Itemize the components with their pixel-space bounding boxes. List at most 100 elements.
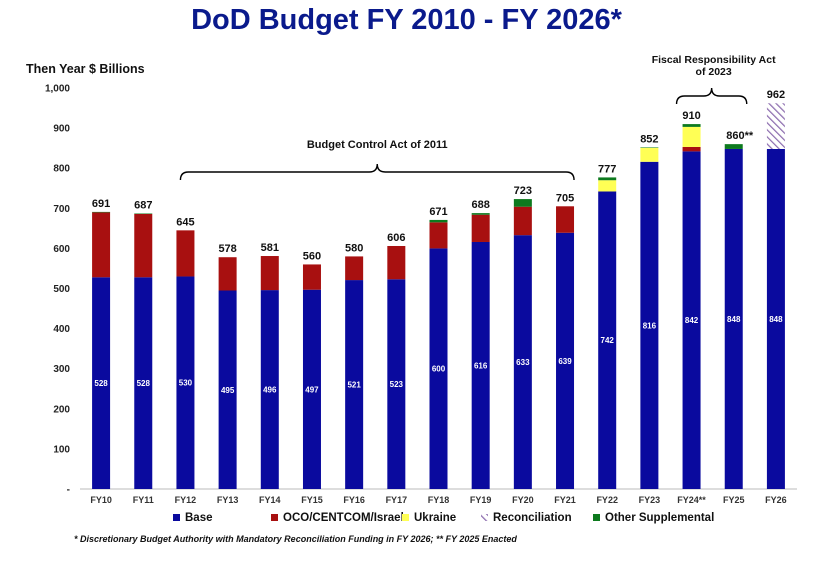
x-tick-label: FY22	[596, 495, 618, 505]
chart-title: DoD Budget FY 2010 - FY 2026*	[191, 4, 622, 36]
legend-label: Ukraine	[414, 512, 456, 524]
bar-base	[471, 241, 490, 489]
bar-oco-centcom-israel	[345, 256, 364, 281]
total-value-label: 910	[682, 110, 700, 122]
bar-oco-centcom-israel	[513, 206, 532, 236]
x-tick-label: FY15	[301, 495, 323, 505]
y-tick-label: 200	[53, 404, 70, 415]
bar-oco-centcom-israel	[92, 212, 111, 278]
bar-base	[218, 290, 237, 489]
total-value-label: 581	[261, 242, 279, 254]
bar-ukraine	[640, 147, 659, 162]
base-value-label: 496	[263, 386, 277, 395]
x-tick-label: FY21	[554, 495, 576, 505]
bar-base	[302, 289, 321, 489]
bar-oco-centcom-israel	[387, 245, 406, 280]
base-value-label: 521	[347, 381, 361, 390]
total-value-label: 578	[218, 243, 236, 255]
base-value-label: 528	[137, 379, 151, 388]
legend-swatch	[402, 514, 409, 521]
bar-oco-centcom-israel	[260, 256, 279, 291]
base-value-label: 523	[390, 380, 404, 389]
bar-oco-centcom-israel	[556, 206, 575, 233]
base-value-label: 600	[432, 365, 446, 374]
y-tick-label: 900	[53, 124, 70, 135]
x-tick-label: FY24**	[677, 495, 706, 505]
x-tick-label: FY25	[723, 495, 745, 505]
bar-base	[429, 248, 448, 489]
legend-swatch	[271, 514, 278, 521]
base-value-label: 497	[305, 385, 319, 394]
legend-swatch	[173, 514, 180, 521]
bar-oco-centcom-israel	[471, 214, 490, 242]
base-value-label: 742	[601, 336, 615, 345]
x-tick-label: FY23	[639, 495, 661, 505]
base-value-label: 848	[727, 315, 741, 324]
x-tick-label: FY19	[470, 495, 492, 505]
budget-control-act-brace	[179, 163, 575, 181]
x-tick-label: FY12	[175, 495, 197, 505]
y-tick-label: 300	[53, 364, 70, 375]
footnote: * Discretionary Budget Authority with Ma…	[74, 534, 517, 544]
total-value-label: 687	[134, 200, 152, 212]
legend-label: Other Supplemental	[605, 512, 714, 524]
y-axis-label: Then Year $ Billions	[26, 62, 145, 76]
bar-base	[260, 290, 279, 489]
bar-ukraine	[598, 180, 617, 192]
bar-base	[387, 279, 406, 489]
x-tick-label: FY14	[259, 495, 281, 505]
x-tick-label: FY20	[512, 495, 534, 505]
total-value-label: 671	[429, 206, 447, 218]
bar-base	[176, 276, 195, 489]
y-tick-label: 500	[53, 284, 70, 295]
legend-swatch	[593, 514, 600, 521]
total-value-label: 705	[556, 192, 574, 204]
bar-base	[682, 151, 701, 489]
bar-oco-centcom-israel	[429, 222, 448, 249]
total-value-label: 645	[176, 216, 194, 228]
x-tick-label: FY16	[343, 495, 365, 505]
total-value-label: 777	[598, 163, 616, 175]
base-value-label: 639	[558, 357, 572, 366]
base-value-label: 616	[474, 361, 488, 370]
budget-control-act-label: Budget Control Act of 2011	[307, 139, 448, 151]
base-value-label: 495	[221, 386, 235, 395]
base-value-label: 528	[94, 379, 108, 388]
x-tick-label: FY10	[90, 495, 112, 505]
bar-other-supplemental	[598, 177, 617, 181]
fiscal-responsibility-act-label: Fiscal Responsibility Act	[652, 54, 776, 66]
bar-oco-centcom-israel	[176, 230, 195, 277]
x-tick-label: FY26	[765, 495, 787, 505]
total-value-label: 852	[640, 133, 658, 145]
bar-other-supplemental	[92, 211, 111, 213]
legend-label: OCO/CENTCOM/Israel	[283, 512, 404, 524]
bar-oco-centcom-israel	[682, 146, 701, 152]
base-value-label: 530	[179, 379, 193, 388]
bar-reconciliation	[766, 103, 785, 149]
bar-base	[640, 161, 659, 489]
x-tick-label: FY11	[133, 495, 154, 505]
total-value-label: 691	[92, 198, 110, 210]
bar-base	[134, 277, 153, 489]
bar-base	[598, 191, 617, 489]
y-tick-label: 100	[53, 444, 70, 455]
y-tick-label: 1,000	[45, 84, 70, 95]
bar-base	[513, 235, 532, 489]
bar-base	[766, 148, 785, 489]
bar-base	[724, 148, 743, 489]
x-tick-label: FY17	[386, 495, 408, 505]
bar-other-supplemental	[724, 144, 743, 149]
base-value-label: 633	[516, 358, 530, 367]
total-value-label: 723	[514, 185, 532, 197]
total-value-label: 962	[767, 89, 785, 101]
y-tick-label: 700	[53, 204, 70, 215]
bar-base	[345, 280, 364, 489]
base-value-label: 842	[685, 316, 699, 325]
y-tick-label: -	[67, 485, 70, 496]
y-tick-label: 800	[53, 164, 70, 175]
legend-swatch	[481, 514, 488, 521]
total-value-label: 606	[387, 232, 405, 244]
total-value-label: 560	[303, 250, 321, 262]
x-tick-label: FY13	[217, 495, 239, 505]
total-value-label: 688	[471, 199, 489, 211]
